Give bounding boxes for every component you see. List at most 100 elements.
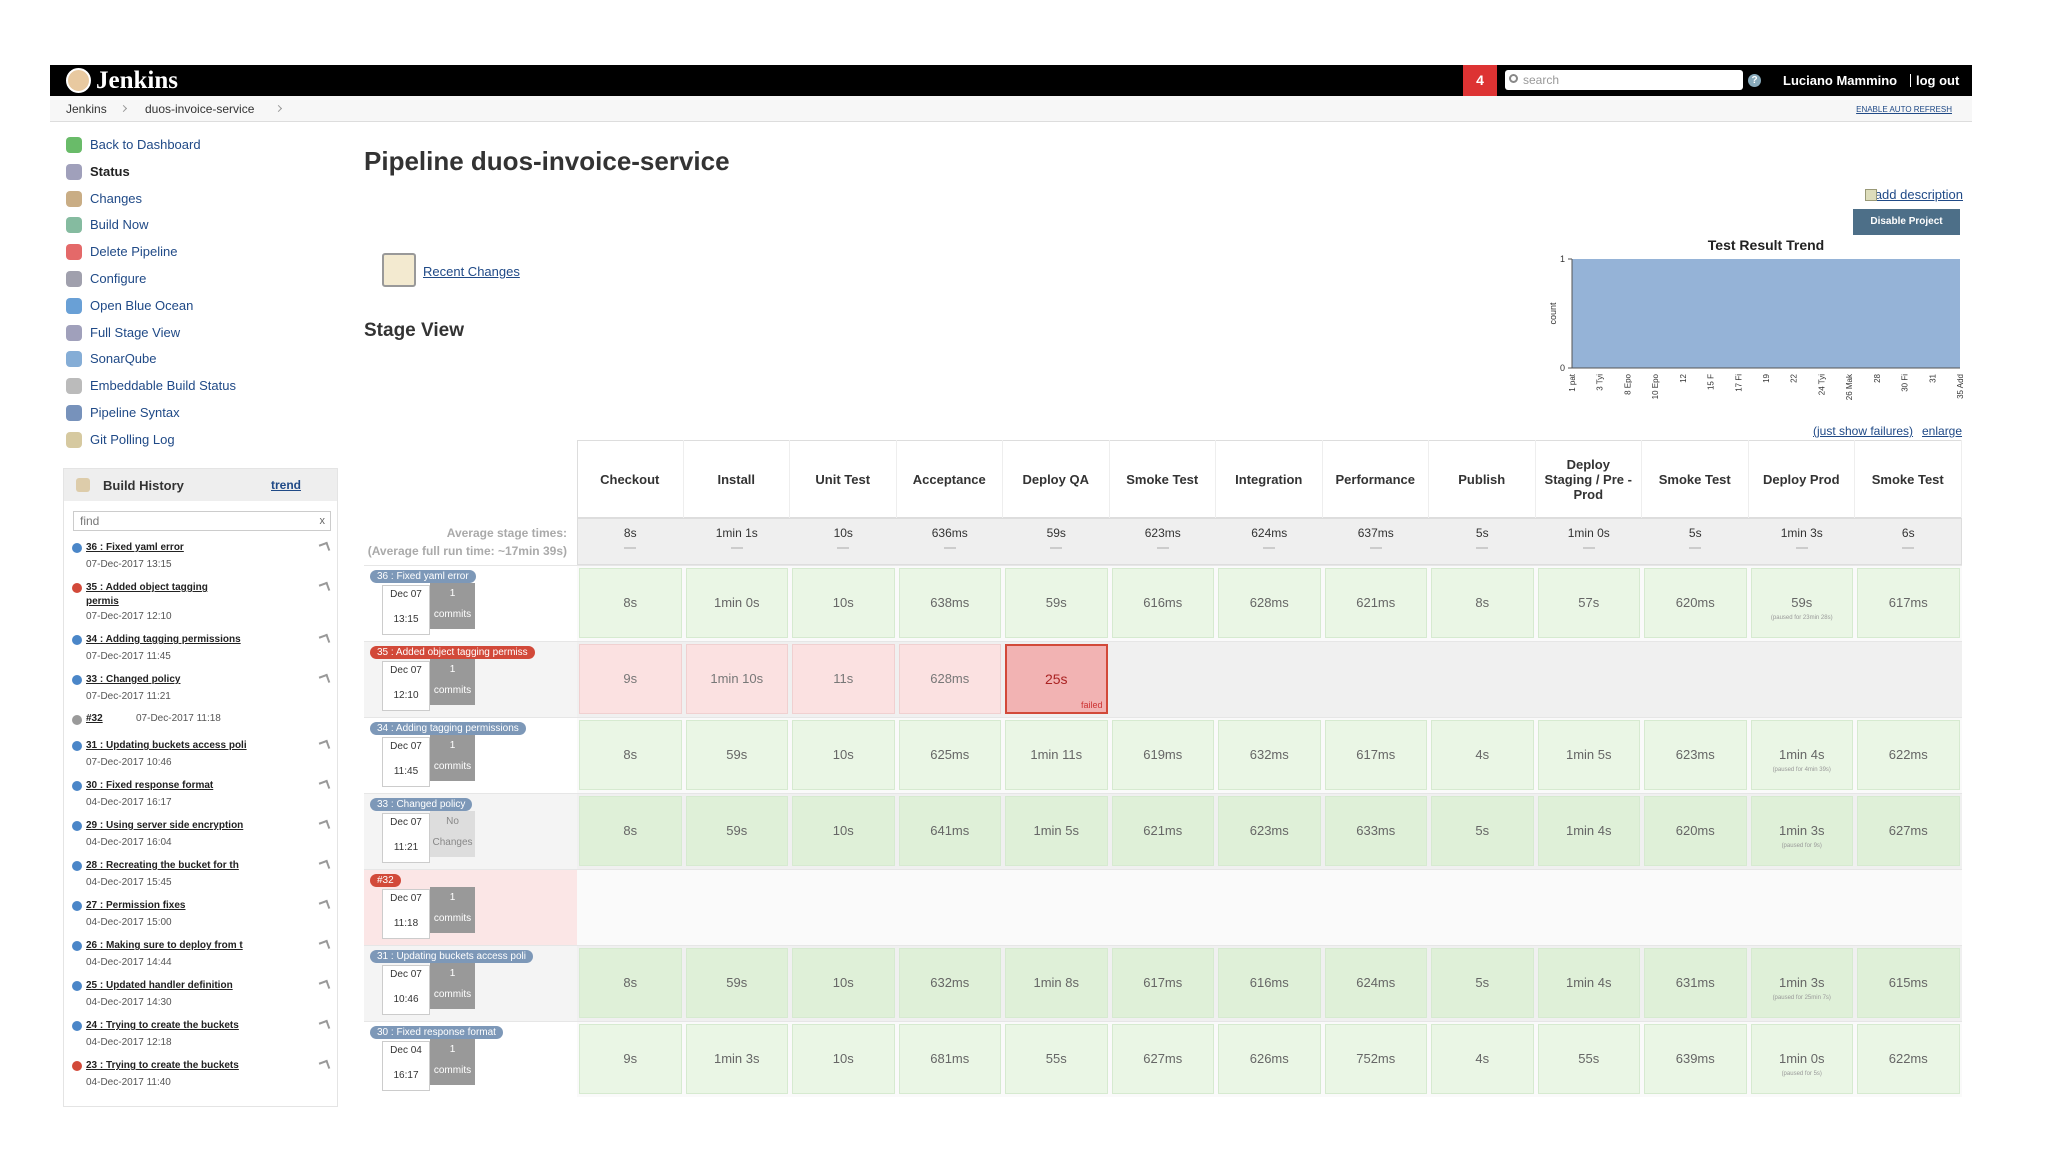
stage-cell[interactable]: 59s	[685, 796, 788, 866]
run-badge[interactable]: #32	[370, 874, 401, 887]
task-link[interactable]: Status	[90, 163, 130, 179]
stage-cell[interactable]: 1min 4s	[1537, 948, 1640, 1018]
run-badge[interactable]: 34 : Adding tagging permissions	[370, 722, 526, 735]
task-link[interactable]: SonarQube	[90, 351, 157, 367]
auto-refresh-link[interactable]: ENABLE AUTO REFRESH	[1856, 105, 1952, 114]
run-badge[interactable]: 33 : Changed policy	[370, 798, 473, 811]
stage-cell[interactable]: 4s	[1431, 1024, 1534, 1094]
stage-cell[interactable]: 624ms	[1324, 948, 1427, 1018]
stage-cell[interactable]: 621ms	[1324, 568, 1427, 638]
stage-cell[interactable]: 620ms	[1644, 796, 1747, 866]
stage-cell[interactable]: 628ms	[1218, 568, 1321, 638]
stage-cell[interactable]: 623ms	[1218, 796, 1321, 866]
stage-cell[interactable]: 1min 0s (paused for 5s)	[1750, 1024, 1853, 1094]
stage-cell[interactable]: 752ms	[1324, 1024, 1427, 1094]
run-commits[interactable]: 1	[449, 892, 456, 903]
stage-cell[interactable]: 627ms	[1111, 1024, 1214, 1094]
stage-cell[interactable]: 10s	[792, 1024, 895, 1094]
stage-cell[interactable]: 8s	[579, 948, 682, 1018]
run-commits[interactable]: No	[446, 816, 459, 827]
run-commits[interactable]: 1	[449, 664, 456, 675]
enlarge-link[interactable]: enlarge	[1922, 424, 1963, 438]
build-link[interactable]: 28 : Recreating the bucket for th	[86, 860, 239, 871]
stage-cell[interactable]: 10s	[792, 796, 895, 866]
stage-cell[interactable]: 616ms	[1218, 948, 1321, 1018]
stage-cell[interactable]: 8s	[1431, 568, 1534, 638]
build-link[interactable]: 34 : Adding tagging permissions	[86, 634, 241, 645]
task-link[interactable]: Full Stage View	[90, 324, 181, 340]
run-badge[interactable]: 30 : Fixed response format	[370, 1026, 503, 1039]
stage-cell[interactable]: 1min 5s	[1537, 720, 1640, 790]
build-link[interactable]: 31 : Updating buckets access poli	[86, 740, 247, 751]
build-link[interactable]: 27 : Permission fixes	[86, 900, 186, 911]
stage-cell[interactable]: 631ms	[1644, 948, 1747, 1018]
stage-cell[interactable]: 1min 4s (paused for 4min 39s)	[1750, 720, 1853, 790]
run-commits[interactable]: 1	[449, 740, 456, 751]
stage-cell[interactable]: 8s	[579, 568, 682, 638]
stage-cell[interactable]: 617ms	[1857, 568, 1960, 638]
stage-cell[interactable]: 617ms	[1111, 948, 1214, 1018]
stage-cell[interactable]: 615ms	[1857, 948, 1960, 1018]
stage-cell[interactable]: 616ms	[1111, 568, 1214, 638]
stage-cell[interactable]: 10s	[792, 948, 895, 1018]
stage-cell[interactable]: 620ms	[1644, 568, 1747, 638]
search-box[interactable]: search	[1505, 70, 1743, 90]
task-link[interactable]: Back to Dashboard	[90, 137, 201, 152]
build-link[interactable]: 30 : Fixed response format	[86, 780, 214, 791]
find-clear[interactable]: x	[319, 515, 326, 527]
stage-cell[interactable]: 641ms	[898, 796, 1001, 866]
stage-cell[interactable]: 617ms	[1324, 720, 1427, 790]
stage-cell[interactable]: 5s	[1431, 948, 1534, 1018]
stage-cell[interactable]: 625ms	[898, 720, 1001, 790]
stage-cell[interactable]: 1min 4s	[1537, 796, 1640, 866]
build-link[interactable]: 25 : Updated handler definition	[86, 980, 233, 991]
run-badge[interactable]: 31 : Updating buckets access poli	[370, 950, 533, 963]
stage-cell[interactable]: 627ms	[1857, 796, 1960, 866]
logo-text[interactable]: Jenkins	[96, 67, 178, 94]
run-commits[interactable]: 1	[449, 588, 456, 599]
stage-cell[interactable]: 1min 5s	[1005, 796, 1108, 866]
build-link[interactable]: 36 : Fixed yaml error	[86, 542, 184, 553]
build-link[interactable]: 26 : Making sure to deploy from t	[86, 940, 243, 951]
stage-cell[interactable]: 1min 3s (paused for 25min 7s)	[1750, 948, 1853, 1018]
run-commits[interactable]: 1	[449, 968, 456, 979]
stage-cell[interactable]: 639ms	[1644, 1024, 1747, 1094]
stage-cell[interactable]: 4s	[1431, 720, 1534, 790]
stage-cell[interactable]: 57s	[1537, 568, 1640, 638]
stage-cell[interactable]: 8s	[579, 796, 682, 866]
task-link[interactable]: Embeddable Build Status	[90, 378, 236, 394]
stage-cell[interactable]: 25s failed	[1005, 644, 1108, 714]
stage-cell[interactable]: 1min 3s	[685, 1024, 788, 1094]
stage-cell[interactable]: 8s	[579, 720, 682, 790]
stage-cell[interactable]: 59s	[1005, 568, 1108, 638]
stage-cell[interactable]: 622ms	[1857, 720, 1960, 790]
stage-cell[interactable]: 9s	[579, 644, 682, 714]
stage-cell[interactable]: 1min 3s (paused for 9s)	[1750, 796, 1853, 866]
task-link[interactable]: Pipeline Syntax	[90, 405, 180, 420]
stage-cell[interactable]: 11s	[792, 644, 895, 714]
stage-cell[interactable]: 55s	[1005, 1024, 1108, 1094]
stage-cell[interactable]: 681ms	[898, 1024, 1001, 1094]
stage-cell[interactable]: 1min 10s	[685, 644, 788, 714]
stage-cell[interactable]: 622ms	[1857, 1024, 1960, 1094]
build-link[interactable]: #32	[86, 713, 103, 724]
task-link[interactable]: Delete Pipeline	[90, 244, 178, 260]
task-link[interactable]: Build Now	[90, 217, 149, 233]
build-link[interactable]: 33 : Changed policy	[86, 674, 181, 685]
logout-link[interactable]: log out	[1916, 73, 1960, 88]
stage-cell[interactable]: 1min 0s	[685, 568, 788, 638]
find-input[interactable]: find x	[73, 511, 331, 531]
task-link[interactable]: Changes	[90, 190, 143, 206]
stage-cell[interactable]: 619ms	[1111, 720, 1214, 790]
stage-cell[interactable]: 1min 8s	[1005, 948, 1108, 1018]
stage-cell[interactable]: 632ms	[898, 948, 1001, 1018]
breadcrumb-item[interactable]: duos-invoice-service	[145, 102, 255, 116]
help-icon[interactable]: ?	[1748, 74, 1761, 87]
stage-cell[interactable]: 628ms	[898, 644, 1001, 714]
build-link[interactable]: 35 : Added object tagging permis	[86, 582, 208, 607]
stage-cell[interactable]: 10s	[792, 720, 895, 790]
stage-cell[interactable]: 1min 11s	[1005, 720, 1108, 790]
stage-cell[interactable]: 633ms	[1324, 796, 1427, 866]
trend-link[interactable]: trend	[271, 478, 301, 492]
breadcrumb-item[interactable]: Jenkins	[66, 102, 107, 116]
